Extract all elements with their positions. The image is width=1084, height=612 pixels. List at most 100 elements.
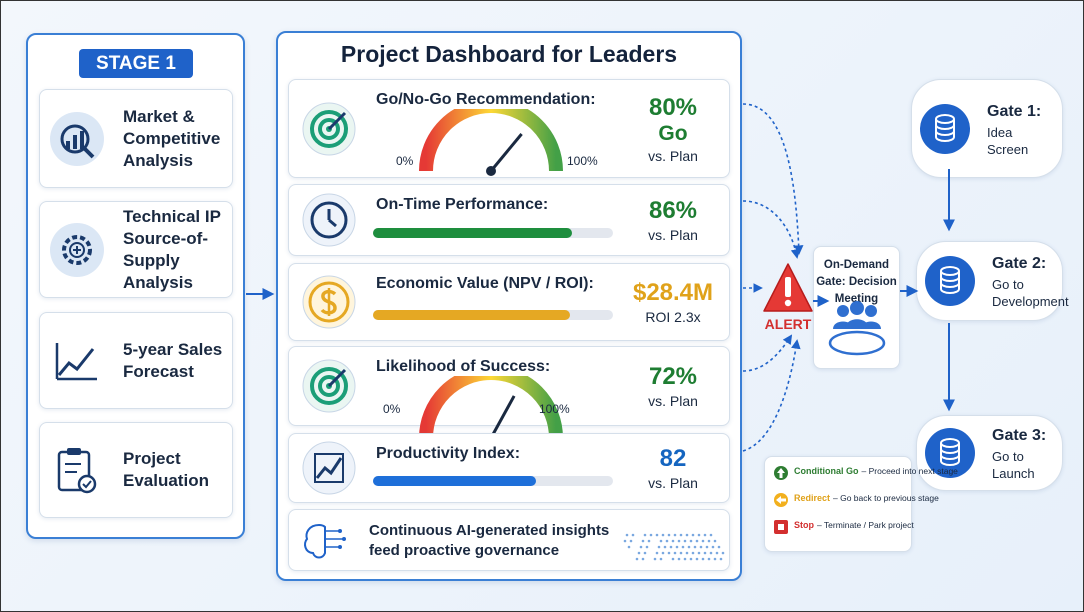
stage-icon-svg xyxy=(57,448,97,494)
legend-box xyxy=(764,456,912,552)
metric-value: 80% xyxy=(648,93,698,121)
gate-icon xyxy=(924,427,976,484)
gauge-min: 0% xyxy=(396,154,414,168)
insight-dots xyxy=(621,531,729,570)
legend-term: Stop xyxy=(794,520,814,530)
gate-icon-svg xyxy=(925,428,975,478)
metric-label: Economic Value (NPV / ROI): xyxy=(376,275,594,292)
gate-title: Gate 1: xyxy=(987,102,1042,120)
metric-icon-svg xyxy=(302,275,356,329)
legend-desc: – Proceed into next stage xyxy=(861,466,958,476)
metric-value: 72% xyxy=(648,363,698,390)
stage-icon xyxy=(49,222,105,283)
stage-label-text: 5-year Sales Forecast xyxy=(123,339,223,381)
stage-label: Technical IP Source-of-Supply Analysis xyxy=(123,201,231,298)
gate-title: Gate 2: xyxy=(992,255,1047,272)
metric-values: $28.4M ROI 2.3x xyxy=(621,263,725,341)
metric-label: Likelihood of Success: xyxy=(376,358,551,375)
legend-entry: Conditional Go – Proceed into next stage xyxy=(794,466,958,476)
metric-card xyxy=(288,184,730,256)
legend-icon-svg xyxy=(774,466,788,480)
metric-icon-svg xyxy=(302,441,356,495)
gate-subtitle: Go to Development xyxy=(992,277,1069,309)
metric-note: ROI 2.3x xyxy=(645,309,701,325)
gauge-min: 0% xyxy=(383,402,401,416)
stage-icon-svg xyxy=(50,222,104,277)
stage-icon-svg xyxy=(55,342,97,380)
metric-card xyxy=(288,346,730,426)
legend-icon xyxy=(773,465,789,486)
metric-values: 72% vs. Plan xyxy=(621,346,725,426)
metric-icon xyxy=(301,192,357,253)
gate-icon-svg xyxy=(925,256,975,306)
metric-value: $28.4M xyxy=(632,279,714,306)
feed-arrows xyxy=(742,103,804,452)
bar-fill xyxy=(373,310,570,320)
dashboard-title: Project Dashboard for Leaders xyxy=(340,41,678,67)
stage-label: 5-year Sales Forecast xyxy=(123,312,231,409)
stage-label: Market & Competitive Analysis xyxy=(123,89,231,188)
gate-icon xyxy=(919,103,971,160)
legend-icon-svg xyxy=(774,520,788,534)
legend-entry: Redirect – Go back to previous stage xyxy=(794,493,939,503)
ai-icon-svg xyxy=(304,523,346,559)
bar-fill xyxy=(373,476,537,486)
metric-card xyxy=(288,79,730,178)
metric-card xyxy=(288,433,730,503)
gate-subtitle: Idea Screen xyxy=(987,124,1029,157)
gate-icon-svg xyxy=(920,103,970,154)
metric-value: 82 xyxy=(659,445,687,472)
stage-label-text: Market & Competitive Analysis xyxy=(123,106,221,170)
insight-text: Continuous AI-generated insights feed pr… xyxy=(369,522,610,559)
metric-values: 86% vs. Plan xyxy=(621,184,725,256)
insight-dots-svg xyxy=(623,533,729,561)
stage-icon xyxy=(49,442,105,503)
legend-entry: Stop – Terminate / Park project xyxy=(794,520,914,530)
stage-label-text: Technical IP Source-of-Supply Analysis xyxy=(123,206,221,292)
metric-status: Go xyxy=(658,121,688,145)
stage-badge: STAGE 1 xyxy=(79,49,193,78)
gauge-max: 100% xyxy=(539,402,570,416)
metric-icon xyxy=(301,358,357,419)
stage-label-text: Project Evaluation xyxy=(123,449,209,490)
stage-icon xyxy=(49,333,105,394)
metric-icon xyxy=(301,440,357,501)
metric-card xyxy=(288,263,730,341)
alert-label: ALERT xyxy=(764,316,812,332)
metric-note: vs. Plan xyxy=(648,475,698,491)
legend-desc: – Terminate / Park project xyxy=(817,520,914,530)
ai-icon xyxy=(299,519,349,566)
insight-card xyxy=(288,509,730,571)
legend-term: Redirect xyxy=(794,493,831,503)
legend-icon xyxy=(773,492,789,513)
stage-card xyxy=(39,312,233,409)
gauge-svg xyxy=(419,99,563,176)
metric-values: 80% Go vs. Plan xyxy=(621,79,725,178)
metric-value: 86% xyxy=(648,197,698,224)
stage-icon-svg xyxy=(50,111,104,166)
legend-term: Conditional Go xyxy=(794,466,859,476)
legend-icon-svg xyxy=(774,493,788,507)
meeting-title: On-Demand Gate: Decision Meeting xyxy=(816,259,897,305)
metric-label: Productivity Index: xyxy=(376,445,521,462)
metric-note: vs. Plan xyxy=(648,147,698,164)
metric-icon-svg xyxy=(302,193,356,247)
alert-icon xyxy=(763,263,813,312)
stage-label: Project Evaluation xyxy=(123,422,231,518)
gauge-max: 100% xyxy=(567,154,598,168)
metric-note: vs. Plan xyxy=(648,227,698,243)
meeting-icon xyxy=(827,299,887,364)
gate-icon xyxy=(924,255,976,312)
stage-card xyxy=(39,422,233,518)
gate-subtitle: Go to Launch xyxy=(992,449,1035,481)
bar-fill xyxy=(373,228,573,238)
metric-icon xyxy=(301,101,357,162)
legend-desc: – Go back to previous stage xyxy=(833,493,939,503)
metric-label: On-Time Performance: xyxy=(376,196,549,213)
metric-values: 82 vs. Plan xyxy=(621,433,725,503)
metric-icon xyxy=(301,274,357,335)
gate-title: Gate 3: xyxy=(992,427,1047,444)
legend-icon xyxy=(773,519,789,540)
metric-label: Go/No-Go Recommendation: xyxy=(376,91,596,108)
